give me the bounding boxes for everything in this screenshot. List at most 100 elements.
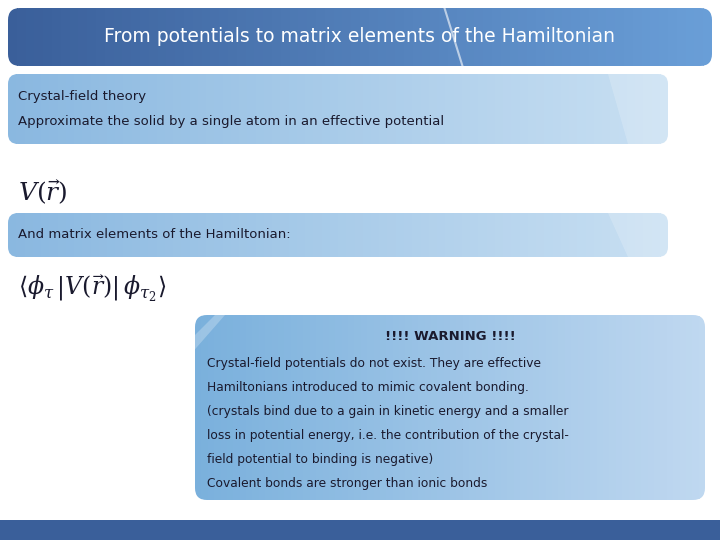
Bar (454, 74, 463, 144)
Text: Covalent bonds are stronger than ionic bonds: Covalent bonds are stronger than ionic b… (207, 477, 487, 490)
Bar (35, 8, 44, 66)
Bar (26, 8, 35, 66)
Bar (561, 213, 570, 257)
Bar (445, 74, 454, 144)
Bar (615, 8, 625, 66)
Bar (589, 8, 598, 66)
Bar (43, 8, 53, 66)
Bar (503, 74, 512, 144)
Bar (703, 8, 713, 66)
Bar (536, 213, 545, 257)
Bar (642, 8, 652, 66)
Bar (635, 315, 642, 500)
Bar (297, 315, 305, 500)
Bar (527, 8, 537, 66)
Bar (313, 74, 323, 144)
Bar (456, 315, 464, 500)
Bar (284, 315, 292, 500)
Bar (577, 74, 587, 144)
Bar (140, 213, 149, 257)
Bar (297, 213, 306, 257)
Bar (247, 213, 256, 257)
Bar (448, 8, 458, 66)
Bar (230, 74, 240, 144)
Bar (278, 315, 285, 500)
Bar (105, 8, 114, 66)
Bar (692, 315, 700, 500)
Bar (536, 74, 545, 144)
Bar (253, 315, 260, 500)
Bar (115, 213, 125, 257)
Bar (338, 74, 347, 144)
Bar (495, 213, 504, 257)
Bar (594, 213, 603, 257)
Bar (396, 213, 405, 257)
Bar (8, 74, 17, 144)
Bar (208, 315, 215, 500)
Bar (330, 213, 339, 257)
Bar (654, 315, 662, 500)
Bar (272, 8, 282, 66)
Bar (514, 315, 521, 500)
Bar (437, 315, 445, 500)
Bar (32, 74, 42, 144)
Bar (602, 74, 611, 144)
Bar (336, 315, 343, 500)
Bar (198, 74, 207, 144)
Bar (660, 74, 669, 144)
Bar (271, 315, 279, 500)
Bar (24, 74, 34, 144)
Bar (346, 74, 356, 144)
Bar (387, 74, 397, 144)
Bar (122, 8, 132, 66)
Bar (165, 74, 174, 144)
Bar (503, 213, 512, 257)
Bar (520, 74, 528, 144)
Bar (371, 74, 380, 144)
Bar (598, 8, 608, 66)
Bar (413, 8, 423, 66)
Bar (222, 74, 232, 144)
Bar (363, 213, 372, 257)
Bar (66, 213, 75, 257)
Text: field potential to binding is negative): field potential to binding is negative) (207, 453, 433, 466)
Bar (371, 213, 380, 257)
Text: $V(\vec{r})$: $V(\vec{r})$ (18, 178, 68, 206)
Bar (0, 520, 720, 540)
Bar (643, 213, 652, 257)
Bar (256, 74, 265, 144)
Bar (181, 74, 191, 144)
Bar (652, 213, 661, 257)
Bar (552, 213, 562, 257)
Bar (202, 315, 209, 500)
Bar (616, 315, 623, 500)
Bar (74, 74, 84, 144)
Bar (569, 74, 578, 144)
Bar (482, 315, 490, 500)
Text: Approximate the solid by a single atom in an effective potential: Approximate the solid by a single atom i… (18, 115, 444, 128)
Bar (562, 8, 572, 66)
Bar (114, 8, 123, 66)
Bar (149, 8, 158, 66)
Bar (483, 8, 493, 66)
Bar (156, 74, 166, 144)
Bar (17, 74, 25, 144)
Bar (660, 8, 669, 66)
Bar (140, 8, 150, 66)
Bar (462, 74, 471, 144)
Bar (533, 315, 540, 500)
Bar (437, 213, 446, 257)
Bar (539, 315, 546, 500)
Bar (602, 213, 611, 257)
Bar (399, 315, 406, 500)
Bar (386, 315, 394, 500)
Bar (487, 74, 496, 144)
Bar (685, 8, 696, 66)
Bar (698, 315, 706, 500)
Bar (680, 315, 687, 500)
Bar (41, 213, 50, 257)
Bar (474, 8, 484, 66)
Bar (132, 74, 141, 144)
Bar (214, 315, 222, 500)
Bar (233, 315, 240, 500)
